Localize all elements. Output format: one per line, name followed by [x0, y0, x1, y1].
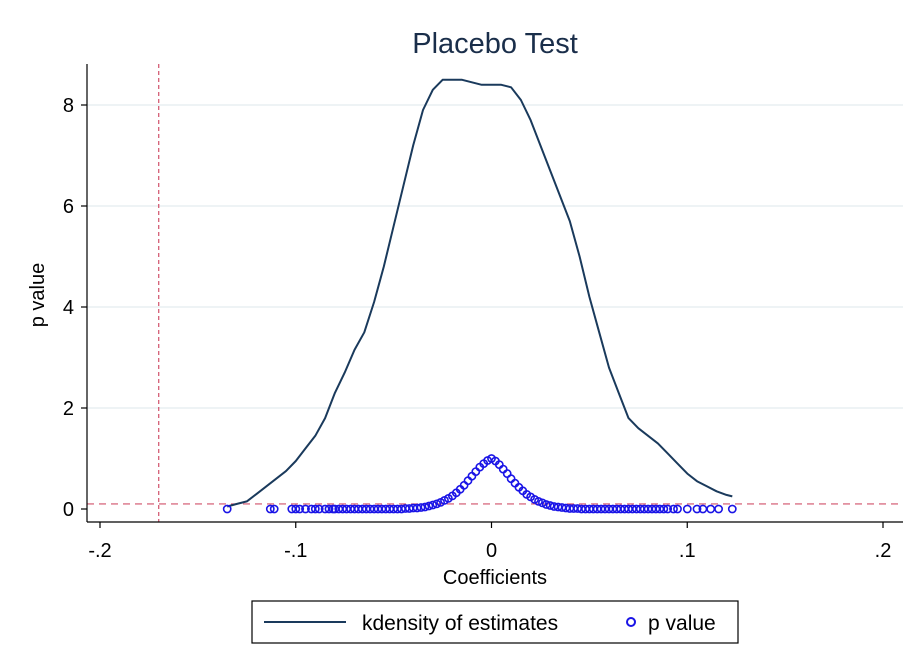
p-value-point: [714, 504, 723, 514]
y-axis-title: p value: [27, 263, 49, 328]
p-value-point: [265, 504, 275, 514]
x-tick-label-0: -.2: [88, 540, 111, 562]
p-value-point: [291, 504, 301, 514]
p-value-point: [420, 502, 430, 512]
y-tick-label-3: 6: [63, 196, 74, 218]
y-tick-label-2: 4: [63, 297, 74, 319]
p-value-point: [222, 504, 232, 514]
p-value-point: [682, 504, 692, 514]
legend-marker-swatch: [626, 617, 636, 627]
y-tick-label-4: 8: [63, 95, 74, 117]
p-value-point: [545, 501, 555, 510]
p-value-series: [222, 454, 737, 514]
p-value-point: [314, 504, 324, 514]
p-value-point: [301, 504, 310, 514]
reference-lines: [87, 64, 903, 522]
legend-label-p-value: p value: [648, 612, 716, 635]
p-value-point: [659, 504, 669, 514]
p-value-point: [727, 504, 737, 514]
p-value-point: [541, 500, 551, 509]
x-tick-label-3: .1: [679, 540, 696, 562]
y-tick-label-1: 2: [63, 398, 74, 420]
p-value-point: [310, 504, 320, 514]
x-tick-label-2: 0: [486, 540, 497, 562]
x-tick-label-4: .2: [875, 540, 892, 562]
chart-title: Placebo Test: [412, 28, 578, 60]
p-value-point: [534, 496, 543, 506]
p-value-point: [269, 504, 279, 514]
x-axis-title: Coefficients: [443, 567, 547, 589]
p-value-point: [424, 501, 434, 511]
axes: 0 2 4 6 8 -.2 -.1 0 .1 .2: [63, 64, 903, 562]
p-value-point: [692, 504, 702, 514]
p-value-point: [432, 499, 442, 509]
legend: kdensity of estimates p value: [251, 600, 739, 644]
p-value-point: [428, 500, 438, 510]
p-value-point: [549, 502, 559, 511]
kdensity-series: [226, 78, 733, 508]
y-tick-label-0: 0: [63, 499, 74, 521]
gridlines: [87, 104, 903, 409]
p-value-point: [416, 503, 426, 512]
p-value-point: [295, 504, 305, 514]
p-value-point: [673, 504, 682, 514]
x-tick-label-1: -.1: [284, 540, 307, 562]
p-value-point: [663, 504, 673, 514]
p-value-point: [669, 504, 678, 514]
p-value-point: [324, 504, 334, 514]
legend-label-kdensity: kdensity of estimates: [362, 612, 558, 635]
kdensity-line: [226, 78, 733, 508]
